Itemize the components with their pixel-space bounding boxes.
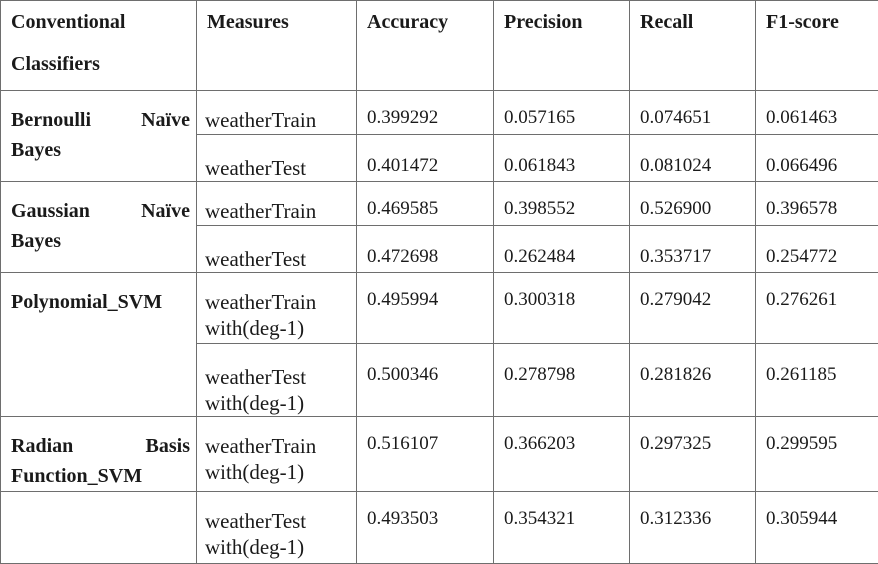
accuracy-cell: 0.516107 [357, 417, 494, 492]
classifier-cell-gaussian: Gaussian Naïve Bayes [1, 182, 197, 273]
classifier-word: Radian [11, 431, 73, 461]
measure-line1: weatherTest [205, 509, 306, 533]
measure-cell: weatherTest with(deg-1) [197, 492, 357, 564]
header-recall: Recall [630, 1, 756, 91]
recall-cell: 0.074651 [630, 91, 756, 135]
header-accuracy: Accuracy [357, 1, 494, 91]
header-row: Conventional Classifiers Measures Accura… [1, 1, 878, 91]
table-row: Polynomial_SVM weatherTrain with(deg-1) … [1, 273, 878, 344]
classifier-word: Naïve [141, 196, 190, 226]
classifier-line2: Bayes [11, 230, 61, 252]
header-measures: Measures [197, 1, 357, 91]
accuracy-cell: 0.493503 [357, 492, 494, 564]
recall-cell: 0.281826 [630, 344, 756, 417]
precision-cell: 0.057165 [494, 91, 630, 135]
accuracy-cell: 0.495994 [357, 273, 494, 344]
precision-cell: 0.300318 [494, 273, 630, 344]
header-f1: F1-score [756, 1, 878, 91]
precision-cell: 0.366203 [494, 417, 630, 492]
classifier-cell-polynomial-svm: Polynomial_SVM [1, 273, 197, 417]
table-row: Radian Basis Function_SVM weatherTrain wi… [1, 417, 878, 492]
header-classifier-line1: Conventional [11, 11, 125, 33]
accuracy-cell: 0.401472 [357, 135, 494, 182]
measure-line2: with(deg-1) [205, 535, 304, 559]
measure-cell: weatherTrain [197, 91, 357, 135]
classifier-cell-empty [1, 492, 197, 564]
precision-cell: 0.278798 [494, 344, 630, 417]
classifier-cell-rbf-svm: Radian Basis Function_SVM [1, 417, 197, 492]
recall-cell: 0.297325 [630, 417, 756, 492]
precision-cell: 0.354321 [494, 492, 630, 564]
recall-cell: 0.081024 [630, 135, 756, 182]
measure-cell: weatherTrain with(deg-1) [197, 273, 357, 344]
measure-line1: weatherTrain [205, 434, 316, 458]
accuracy-cell: 0.500346 [357, 344, 494, 417]
classifier-cell-bernoulli: Bernoulli Naïve Bayes [1, 91, 197, 182]
measure-line1: weatherTest [205, 365, 306, 389]
classifier-word: Gaussian [11, 196, 90, 226]
classifier-line2: Function_SVM [11, 465, 142, 487]
measure-line2: with(deg-1) [205, 391, 304, 415]
f1-cell: 0.396578 [756, 182, 878, 226]
table-row: weatherTest with(deg-1) 0.493503 0.35432… [1, 492, 878, 564]
header-classifier-line2: Classifiers [11, 53, 100, 75]
measure-cell: weatherTest with(deg-1) [197, 344, 357, 417]
recall-cell: 0.312336 [630, 492, 756, 564]
recall-cell: 0.353717 [630, 226, 756, 273]
classifier-word: Basis [146, 431, 190, 461]
recall-cell: 0.526900 [630, 182, 756, 226]
f1-cell: 0.276261 [756, 273, 878, 344]
accuracy-cell: 0.399292 [357, 91, 494, 135]
accuracy-cell: 0.469585 [357, 182, 494, 226]
precision-cell: 0.061843 [494, 135, 630, 182]
f1-cell: 0.254772 [756, 226, 878, 273]
measure-line2: with(deg-1) [205, 316, 304, 340]
classifier-word: Bernoulli [11, 105, 91, 135]
header-classifier: Conventional Classifiers [1, 1, 197, 91]
f1-cell: 0.299595 [756, 417, 878, 492]
f1-cell: 0.066496 [756, 135, 878, 182]
f1-cell: 0.305944 [756, 492, 878, 564]
header-precision: Precision [494, 1, 630, 91]
recall-cell: 0.279042 [630, 273, 756, 344]
f1-cell: 0.061463 [756, 91, 878, 135]
measure-cell: weatherTrain with(deg-1) [197, 417, 357, 492]
accuracy-cell: 0.472698 [357, 226, 494, 273]
classifier-word: Naïve [141, 105, 190, 135]
precision-cell: 0.262484 [494, 226, 630, 273]
measure-line2: with(deg-1) [205, 460, 304, 484]
measure-line1: weatherTrain [205, 290, 316, 314]
precision-cell: 0.398552 [494, 182, 630, 226]
classifier-line2: Bayes [11, 139, 61, 161]
measure-cell: weatherTest [197, 226, 357, 273]
measure-cell: weatherTest [197, 135, 357, 182]
measure-cell: weatherTrain [197, 182, 357, 226]
f1-cell: 0.261185 [756, 344, 878, 417]
